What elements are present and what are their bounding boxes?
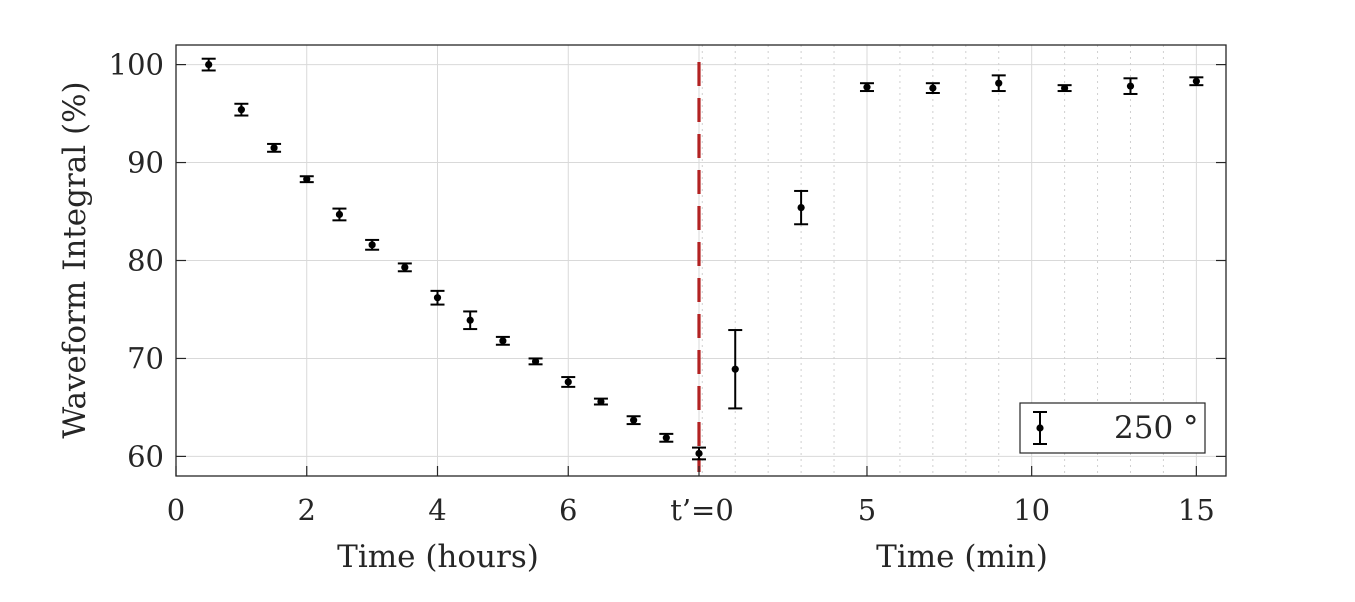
data-point	[662, 434, 670, 442]
left-point	[430, 289, 445, 306]
left-point	[267, 142, 282, 153]
axis-ticks: 60 70 80 90 100 0 2 4 6 5 10 15 t’=0	[109, 48, 1226, 527]
data-point	[863, 83, 871, 91]
data-point	[1061, 84, 1069, 92]
left-point	[299, 175, 314, 184]
right-point	[1123, 77, 1138, 95]
y-tick-label: 70	[127, 341, 164, 375]
data-point	[1126, 82, 1135, 90]
data-point	[564, 378, 572, 386]
data-point	[401, 263, 409, 271]
x-tick-label: 6	[559, 493, 577, 527]
left-point	[593, 397, 608, 406]
right-point	[1057, 84, 1072, 93]
y-tick-label: 90	[127, 146, 164, 180]
legend-box	[1019, 402, 1206, 454]
data-point	[466, 316, 474, 324]
data-point	[531, 357, 540, 365]
left-point	[561, 376, 576, 388]
legend-dot	[1036, 424, 1044, 432]
left-point	[234, 102, 249, 117]
data-point	[270, 144, 278, 152]
data-point	[335, 210, 344, 219]
x-axis-label-left: Time (hours)	[337, 539, 539, 575]
x-tick-label: 4	[428, 493, 446, 527]
y-tick-label: 60	[127, 439, 164, 473]
left-point	[365, 238, 380, 251]
right-point	[925, 82, 940, 94]
data-point	[797, 204, 805, 212]
data-point	[1192, 77, 1200, 85]
legend-errorbar-icon	[1033, 411, 1047, 445]
left-point	[659, 432, 674, 443]
y-tick-label: 100	[109, 48, 164, 82]
x-tick-label: 10	[1013, 493, 1050, 527]
divider-tick-label: t’=0	[670, 493, 734, 527]
data-point	[368, 241, 376, 249]
data-point	[597, 397, 605, 406]
x-tick-label: 2	[298, 493, 316, 527]
right-point	[1189, 76, 1204, 87]
data-point	[630, 416, 638, 424]
x-tick-label: 15	[1178, 493, 1215, 527]
right-point	[991, 74, 1006, 93]
x-tick-label: 5	[858, 493, 876, 527]
right-point	[859, 82, 874, 93]
left-point	[692, 446, 706, 461]
data-markers	[201, 57, 1204, 461]
data-point	[303, 175, 311, 183]
left-point	[201, 57, 216, 72]
data-point	[499, 337, 507, 345]
data-point	[237, 106, 245, 114]
y-tick-label: 80	[127, 244, 164, 278]
legend: 250 °	[1019, 402, 1206, 454]
left-point	[397, 262, 412, 273]
y-axis-label: Waveform Integral (%)	[57, 81, 93, 438]
left-point	[332, 207, 347, 222]
data-point	[433, 294, 442, 302]
data-point	[929, 84, 937, 92]
data-point	[731, 365, 739, 373]
left-point	[463, 310, 478, 331]
right-point	[728, 329, 743, 410]
data-point	[205, 60, 213, 69]
left-point	[495, 335, 510, 346]
x-tick-label: 0	[167, 493, 185, 527]
right-point	[794, 189, 809, 226]
left-point	[626, 415, 641, 426]
legend-label: 250 °	[1114, 410, 1199, 446]
x-axis-label-right: Time (min)	[876, 539, 1048, 575]
data-point	[695, 449, 703, 458]
data-point	[995, 79, 1003, 87]
left-point	[528, 357, 543, 366]
